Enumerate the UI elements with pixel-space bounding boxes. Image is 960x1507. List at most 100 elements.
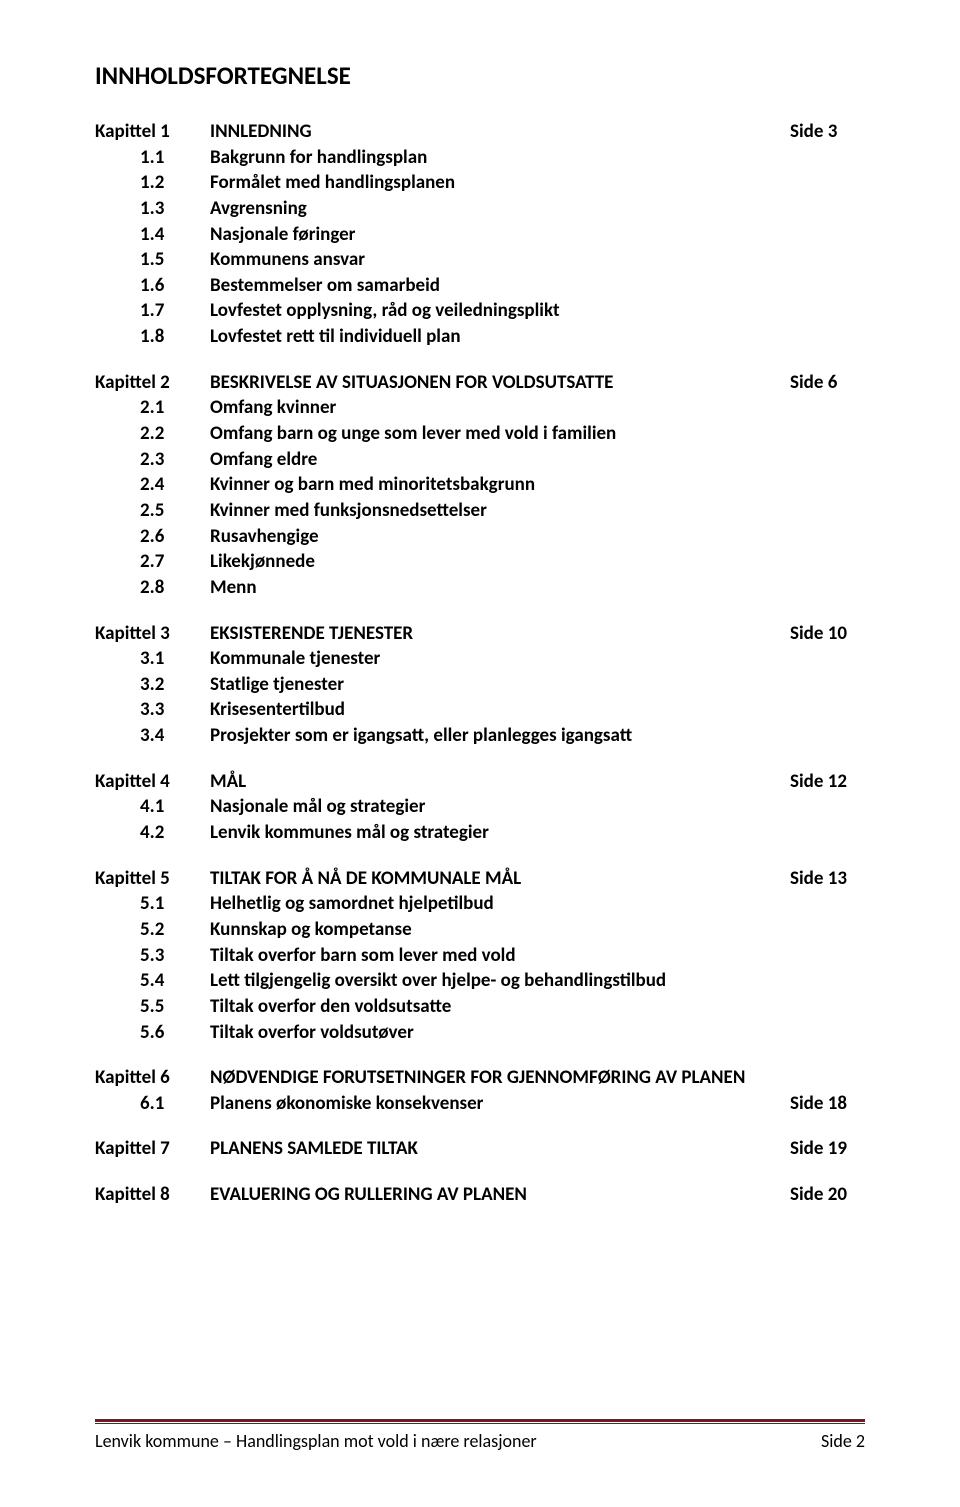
chapter-title: PLANENS SAMLEDE TILTAK	[210, 1136, 790, 1162]
sub-text: Formålet med handlingsplanen	[210, 170, 790, 196]
chapter-page: Side 20	[790, 1182, 865, 1208]
chapter-heading-row: Kapittel 4MÅLSide 12	[95, 769, 865, 795]
chapter-label: Kapittel 7	[95, 1136, 210, 1162]
sub-page	[790, 943, 865, 969]
sub-text: Planens økonomiske konsekvenser	[210, 1091, 790, 1117]
toc-sub-row: 2.8Menn	[95, 575, 865, 601]
chapter-label: Kapittel 2	[95, 370, 210, 396]
sub-number: 1.7	[140, 298, 210, 324]
sub-number: 4.1	[140, 794, 210, 820]
toc-sub-row: 5.4Lett tilgjengelig oversikt over hjelp…	[95, 968, 865, 994]
chapter-title: INNLEDNING	[210, 119, 790, 145]
chapter-heading-row: Kapittel 3EKSISTERENDE TJENESTERSide 10	[95, 621, 865, 647]
sub-text: Kvinner med funksjonsnedsettelser	[210, 498, 790, 524]
sub-indent	[95, 324, 140, 350]
sub-number: 5.3	[140, 943, 210, 969]
chapter-heading-row: Kapittel 8EVALUERING OG RULLERING AV PLA…	[95, 1182, 865, 1208]
sub-text: Kommunale tjenester	[210, 646, 790, 672]
chapter-page	[790, 1065, 865, 1091]
sub-text: Prosjekter som er igangsatt, eller planl…	[210, 723, 790, 749]
sub-page	[790, 994, 865, 1020]
sub-page	[790, 324, 865, 350]
toc-sub-row: 1.8Lovfestet rett til individuell plan	[95, 324, 865, 350]
sub-number: 2.6	[140, 524, 210, 550]
sub-number: 1.5	[140, 247, 210, 273]
sub-page	[790, 196, 865, 222]
sub-number: 5.6	[140, 1020, 210, 1046]
chapter-label: Kapittel 8	[95, 1182, 210, 1208]
toc-body: Kapittel 1INNLEDNINGSide 31.1Bakgrunn fo…	[95, 119, 865, 1208]
sub-page	[790, 222, 865, 248]
sub-page	[790, 395, 865, 421]
sub-page	[790, 472, 865, 498]
sub-page	[790, 794, 865, 820]
sub-page	[790, 672, 865, 698]
page-footer: Lenvik kommune – Handlingsplan mot vold …	[95, 1419, 865, 1452]
chapter-block: Kapittel 1INNLEDNINGSide 31.1Bakgrunn fo…	[95, 119, 865, 350]
sub-page	[790, 498, 865, 524]
toc-sub-row: 1.2Formålet med handlingsplanen	[95, 170, 865, 196]
sub-text: Menn	[210, 575, 790, 601]
sub-page	[790, 524, 865, 550]
chapter-block: Kapittel 6NØDVENDIGE FORUTSETNINGER FOR …	[95, 1065, 865, 1116]
sub-indent	[95, 646, 140, 672]
chapter-heading-row: Kapittel 5TILTAK FOR Å NÅ DE KOMMUNALE M…	[95, 866, 865, 892]
sub-indent	[95, 917, 140, 943]
toc-sub-row: 1.3Avgrensning	[95, 196, 865, 222]
sub-text: Lenvik kommunes mål og strategier	[210, 820, 790, 846]
chapter-heading-row: Kapittel 7PLANENS SAMLEDE TILTAKSide 19	[95, 1136, 865, 1162]
chapter-title: EVALUERING OG RULLERING AV PLANEN	[210, 1182, 790, 1208]
toc-sub-row: 3.4Prosjekter som er igangsatt, eller pl…	[95, 723, 865, 749]
sub-number: 1.6	[140, 273, 210, 299]
sub-number: 4.2	[140, 820, 210, 846]
toc-sub-row: 2.3Omfang eldre	[95, 447, 865, 473]
sub-number: 6.1	[140, 1091, 210, 1117]
sub-page	[790, 968, 865, 994]
sub-page	[790, 170, 865, 196]
chapter-page: Side 19	[790, 1136, 865, 1162]
sub-page	[790, 145, 865, 171]
sub-text: Rusavhengige	[210, 524, 790, 550]
document-page: INNHOLDSFORTEGNELSE Kapittel 1INNLEDNING…	[0, 0, 960, 1507]
footer-divider-top	[95, 1419, 865, 1422]
toc-sub-row: 2.5Kvinner med funksjonsnedsettelser	[95, 498, 865, 524]
sub-indent	[95, 820, 140, 846]
sub-text: Statlige tjenester	[210, 672, 790, 698]
chapter-heading-row: Kapittel 2BESKRIVELSE AV SITUASJONEN FOR…	[95, 370, 865, 396]
chapter-page: Side 3	[790, 119, 865, 145]
sub-number: 5.4	[140, 968, 210, 994]
chapter-heading-row: Kapittel 1INNLEDNINGSide 3	[95, 119, 865, 145]
sub-text: Kommunens ansvar	[210, 247, 790, 273]
sub-indent	[95, 891, 140, 917]
sub-number: 2.5	[140, 498, 210, 524]
chapter-block: Kapittel 4MÅLSide 124.1Nasjonale mål og …	[95, 769, 865, 846]
chapter-title: TILTAK FOR Å NÅ DE KOMMUNALE MÅL	[210, 866, 790, 892]
sub-page	[790, 697, 865, 723]
sub-text: Nasjonale føringer	[210, 222, 790, 248]
sub-indent	[95, 1020, 140, 1046]
sub-page: Side 18	[790, 1091, 865, 1117]
sub-number: 2.3	[140, 447, 210, 473]
sub-text: Kunnskap og kompetanse	[210, 917, 790, 943]
sub-number: 5.5	[140, 994, 210, 1020]
sub-indent	[95, 222, 140, 248]
toc-sub-row: 5.6Tiltak overfor voldsutøver	[95, 1020, 865, 1046]
toc-sub-row: 2.2Omfang barn og unge som lever med vol…	[95, 421, 865, 447]
sub-page	[790, 646, 865, 672]
sub-text: Krisesentertilbud	[210, 697, 790, 723]
sub-number: 1.2	[140, 170, 210, 196]
sub-page	[790, 273, 865, 299]
chapter-label: Kapittel 1	[95, 119, 210, 145]
toc-sub-row: 1.4Nasjonale føringer	[95, 222, 865, 248]
sub-indent	[95, 273, 140, 299]
sub-number: 1.4	[140, 222, 210, 248]
sub-text: Lett tilgjengelig oversikt over hjelpe- …	[210, 968, 790, 994]
toc-sub-row: 1.7Lovfestet opplysning, råd og veiledni…	[95, 298, 865, 324]
sub-number: 1.8	[140, 324, 210, 350]
chapter-heading-row: Kapittel 6NØDVENDIGE FORUTSETNINGER FOR …	[95, 1065, 865, 1091]
sub-text: Tiltak overfor voldsutøver	[210, 1020, 790, 1046]
sub-text: Tiltak overfor den voldsutsatte	[210, 994, 790, 1020]
sub-indent	[95, 395, 140, 421]
toc-sub-row: 5.5Tiltak overfor den voldsutsatte	[95, 994, 865, 1020]
sub-indent	[95, 794, 140, 820]
